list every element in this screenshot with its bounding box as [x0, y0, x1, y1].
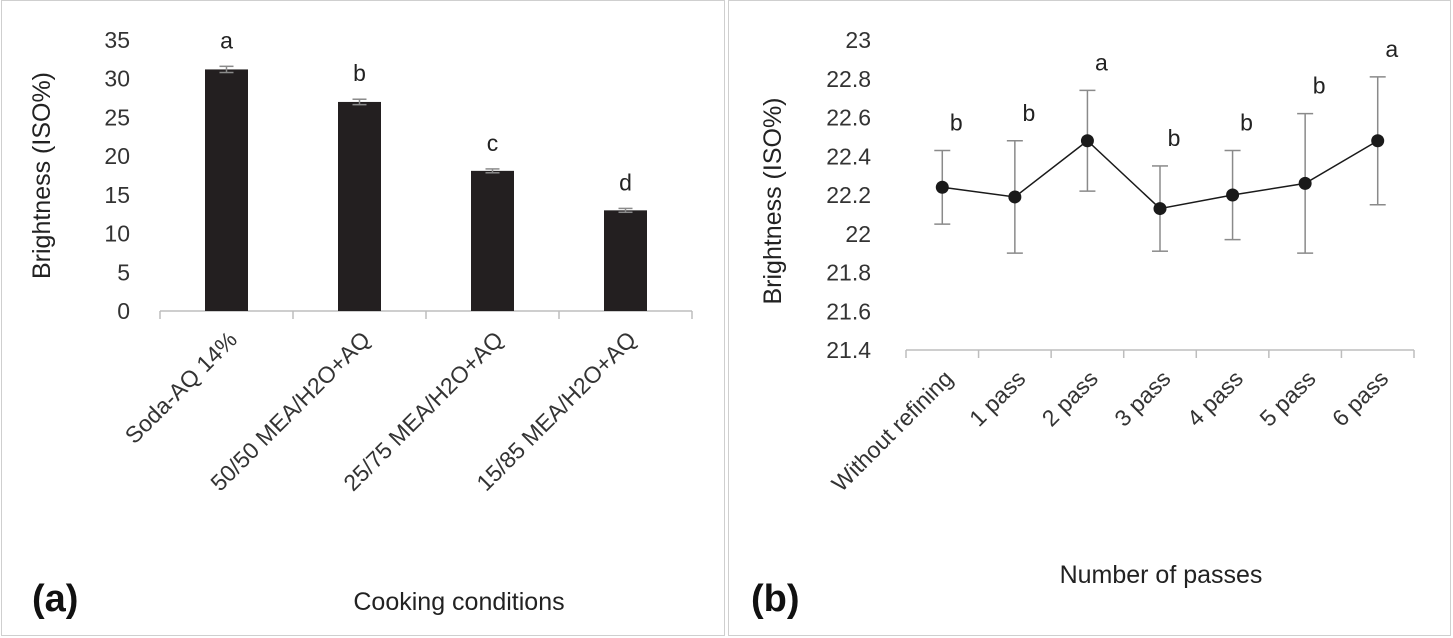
bar [205, 69, 248, 312]
bar [338, 101, 381, 311]
x-category-label: 6 pass [1327, 365, 1393, 431]
data-point [1153, 202, 1167, 216]
y-tick-label: 20 [104, 143, 130, 169]
y-tick-label: 21.8 [826, 260, 871, 286]
y-tick-label: 35 [104, 27, 130, 53]
bar [604, 210, 647, 311]
line-chart-b: 21.4 21.6 21.8 22 22.2 22.4 22.6 22.8 23 b Without… [751, 27, 1415, 620]
x-category-label: Without refining [826, 365, 957, 496]
data-point [1080, 134, 1094, 148]
y-tick-label: 5 [117, 259, 130, 285]
significance-letter: c [487, 130, 499, 156]
x-axis-title: Number of passes [1060, 561, 1263, 589]
x-category-label: 3 pass [1109, 365, 1175, 431]
significance-letter: b [353, 60, 366, 86]
significance-letter: d [619, 169, 632, 195]
x-category-label: 4 pass [1182, 365, 1248, 431]
x-category-label: 1 pass [964, 365, 1030, 431]
y-tick-label: 22 [845, 221, 871, 247]
significance-letter: b [1022, 100, 1035, 126]
data-point [1226, 188, 1240, 202]
significance-letter: b [1240, 109, 1253, 135]
y-tick-label: 30 [104, 66, 130, 92]
y-axis-title: Brightness (ISO%) [759, 97, 787, 304]
chart-panel-b: 21.4 21.6 21.8 22 22.2 22.4 22.6 22.8 23 b Without… [728, 0, 1451, 636]
data-point [1008, 190, 1022, 204]
chart-panel-a: 0 5 10 15 20 25 30 35 a Soda-AQ 14% b 50/50 MEA/H2O… [1, 0, 725, 636]
y-tick-label: 22.8 [826, 66, 871, 92]
y-tick-label: 21.4 [826, 337, 871, 363]
x-category-label: 5 pass [1254, 365, 1320, 431]
data-point [1298, 176, 1312, 190]
x-axis-title: Cooking conditions [353, 588, 564, 616]
significance-letter: b [1168, 125, 1181, 151]
y-tick-label: 22.4 [826, 143, 871, 169]
significance-letter: b [950, 109, 963, 135]
data-point [1371, 134, 1385, 148]
significance-letter: a [1385, 36, 1398, 62]
y-tick-label: 15 [104, 182, 130, 208]
significance-letter: a [1095, 49, 1108, 75]
data-point [935, 180, 949, 194]
y-axis-title: Brightness (ISO%) [28, 72, 56, 279]
y-tick-label: 25 [104, 104, 130, 130]
panel-label: (a) [32, 578, 78, 620]
y-tick-label: 21.6 [826, 298, 871, 324]
x-category-label: 2 pass [1037, 365, 1103, 431]
bar [471, 170, 514, 311]
y-tick-label: 0 [117, 298, 130, 324]
significance-letter: a [220, 27, 233, 53]
y-tick-label: 22.6 [826, 105, 871, 131]
significance-letter: b [1313, 73, 1326, 99]
x-category-label: Soda-AQ 14% [120, 326, 242, 448]
y-tick-label: 23 [845, 27, 871, 53]
panel-label: (b) [751, 578, 800, 620]
y-tick-label: 10 [104, 221, 130, 247]
y-tick-label: 22.2 [826, 182, 871, 208]
